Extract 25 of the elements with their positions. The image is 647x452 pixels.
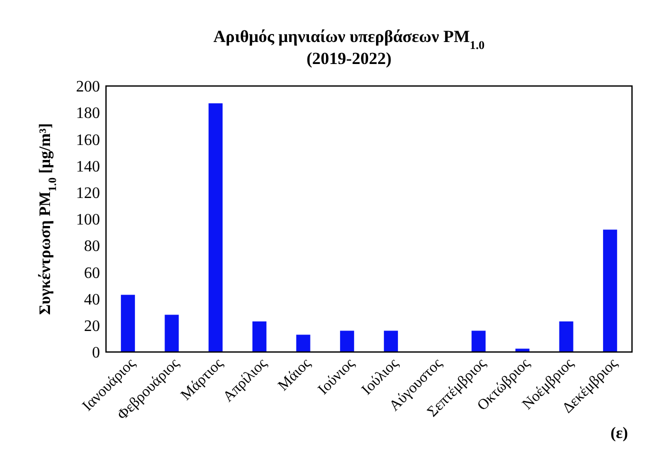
bar xyxy=(296,334,310,352)
bar xyxy=(208,103,223,352)
y-tick-label: 200 xyxy=(76,78,100,96)
bar xyxy=(164,314,179,352)
bar xyxy=(515,348,530,352)
y-tick-label: 20 xyxy=(84,318,100,335)
y-tick-label: 160 xyxy=(76,132,100,149)
y-tick-label: 60 xyxy=(84,264,100,282)
bar xyxy=(252,321,266,352)
bar xyxy=(472,330,486,352)
bar xyxy=(559,321,574,352)
bar xyxy=(340,330,354,352)
y-tick-label: 140 xyxy=(76,158,100,176)
y-tick-label: 80 xyxy=(84,238,100,256)
y-tick-label: 100 xyxy=(76,212,100,229)
y-tick-label: 120 xyxy=(76,185,100,202)
text: (ε) xyxy=(610,425,628,442)
chart-subtitle: (2019-2022) xyxy=(306,49,392,68)
chart-title: Αριθμός μηνιαίων υπερβάσεων PM$_{1.0}$ xyxy=(213,27,485,52)
bar xyxy=(120,294,135,352)
y-tick-label: 0 xyxy=(92,344,100,362)
y-tick-label: 180 xyxy=(76,105,100,122)
bar xyxy=(603,230,618,352)
y-tick-label: 40 xyxy=(84,291,100,308)
bar xyxy=(384,330,398,352)
